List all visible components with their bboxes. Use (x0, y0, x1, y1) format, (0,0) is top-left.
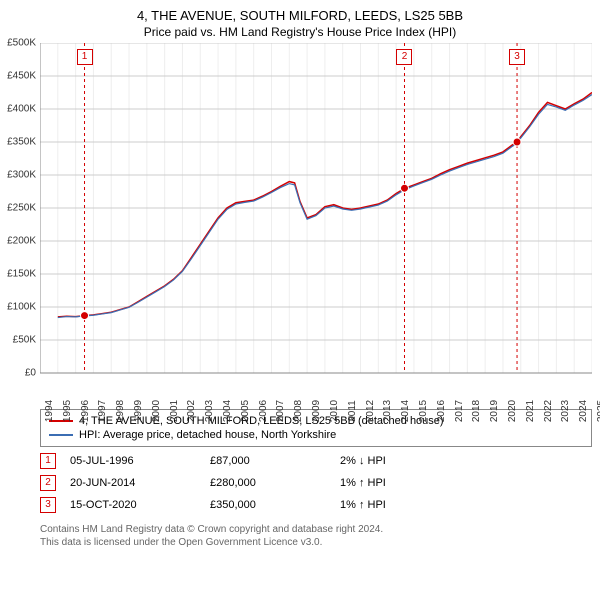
chart-subtitle: Price paid vs. HM Land Registry's House … (0, 25, 600, 39)
y-axis-label: £50K (0, 335, 36, 346)
event-date: 05-JUL-1996 (70, 455, 210, 467)
x-axis-label: 1998 (115, 400, 126, 422)
event-price: £87,000 (210, 455, 340, 467)
x-axis-label: 2016 (436, 400, 447, 422)
footer: Contains HM Land Registry data © Crown c… (40, 523, 592, 549)
line-chart (40, 43, 592, 403)
x-axis-label: 1995 (62, 400, 73, 422)
x-axis-label: 2002 (186, 400, 197, 422)
legend-label: HPI: Average price, detached house, Nort… (79, 429, 336, 441)
footer-line: This data is licensed under the Open Gov… (40, 536, 592, 549)
x-axis-label: 2007 (275, 400, 286, 422)
x-axis-label: 2014 (400, 400, 411, 422)
x-axis-label: 2010 (329, 400, 340, 422)
x-axis-label: 2003 (204, 400, 215, 422)
x-axis-label: 2005 (240, 400, 251, 422)
title-block: 4, THE AVENUE, SOUTH MILFORD, LEEDS, LS2… (0, 0, 600, 43)
legend-swatch (49, 434, 73, 436)
y-axis-label: £500K (0, 38, 36, 49)
event-marker: 1 (40, 453, 56, 469)
x-axis-label: 1997 (97, 400, 108, 422)
x-axis-label: 2019 (489, 400, 500, 422)
x-axis-label: 2024 (578, 400, 589, 422)
event-delta: 1% ↑ HPI (340, 499, 470, 511)
event-date: 15-OCT-2020 (70, 499, 210, 511)
event-date: 20-JUN-2014 (70, 477, 210, 489)
x-axis-label: 2015 (418, 400, 429, 422)
x-axis-label: 2012 (365, 400, 376, 422)
x-axis-label: 2000 (151, 400, 162, 422)
y-axis-label: £250K (0, 203, 36, 214)
y-axis-label: £450K (0, 71, 36, 82)
x-axis-label: 2021 (525, 400, 536, 422)
marker-label: 2 (396, 49, 412, 65)
x-axis-label: 2008 (293, 400, 304, 422)
y-axis-label: £350K (0, 137, 36, 148)
marker-label: 1 (77, 49, 93, 65)
x-axis-label: 2001 (169, 400, 180, 422)
event-delta: 2% ↓ HPI (340, 455, 470, 467)
x-axis-label: 2013 (382, 400, 393, 422)
x-axis-label: 1996 (80, 400, 91, 422)
event-table: 1 05-JUL-1996£87,0002% ↓ HPI 2 20-JUN-2014£… (40, 453, 592, 513)
chart-container: 4, THE AVENUE, SOUTH MILFORD, LEEDS, LS2… (0, 0, 600, 549)
chart-title: 4, THE AVENUE, SOUTH MILFORD, LEEDS, LS2… (0, 8, 600, 23)
x-axis-label: 1994 (44, 400, 55, 422)
y-axis-label: £150K (0, 269, 36, 280)
y-axis-label: £100K (0, 302, 36, 313)
x-axis-label: 2023 (560, 400, 571, 422)
x-axis-label: 2009 (311, 400, 322, 422)
legend-item: HPI: Average price, detached house, Nort… (49, 428, 583, 442)
x-axis-label: 2011 (347, 400, 358, 422)
event-delta: 1% ↑ HPI (340, 477, 470, 489)
x-axis-label: 2025 (596, 400, 600, 422)
y-axis-label: £0 (0, 368, 36, 379)
y-axis-label: £300K (0, 170, 36, 181)
x-axis-label: 1999 (133, 400, 144, 422)
event-marker: 2 (40, 475, 56, 491)
y-axis-label: £400K (0, 104, 36, 115)
event-marker: 3 (40, 497, 56, 513)
x-axis-label: 2020 (507, 400, 518, 422)
x-axis-label: 2017 (454, 400, 465, 422)
event-price: £350,000 (210, 499, 340, 511)
footer-line: Contains HM Land Registry data © Crown c… (40, 523, 592, 536)
event-price: £280,000 (210, 477, 340, 489)
x-axis-label: 2018 (471, 400, 482, 422)
y-axis-label: £200K (0, 236, 36, 247)
marker-label: 3 (509, 49, 525, 65)
x-axis-label: 2006 (258, 400, 269, 422)
chart-area: £0£50K£100K£150K£200K£250K£300K£350K£400… (40, 43, 592, 403)
x-axis-label: 2022 (543, 400, 554, 422)
x-axis-label: 2004 (222, 400, 233, 422)
